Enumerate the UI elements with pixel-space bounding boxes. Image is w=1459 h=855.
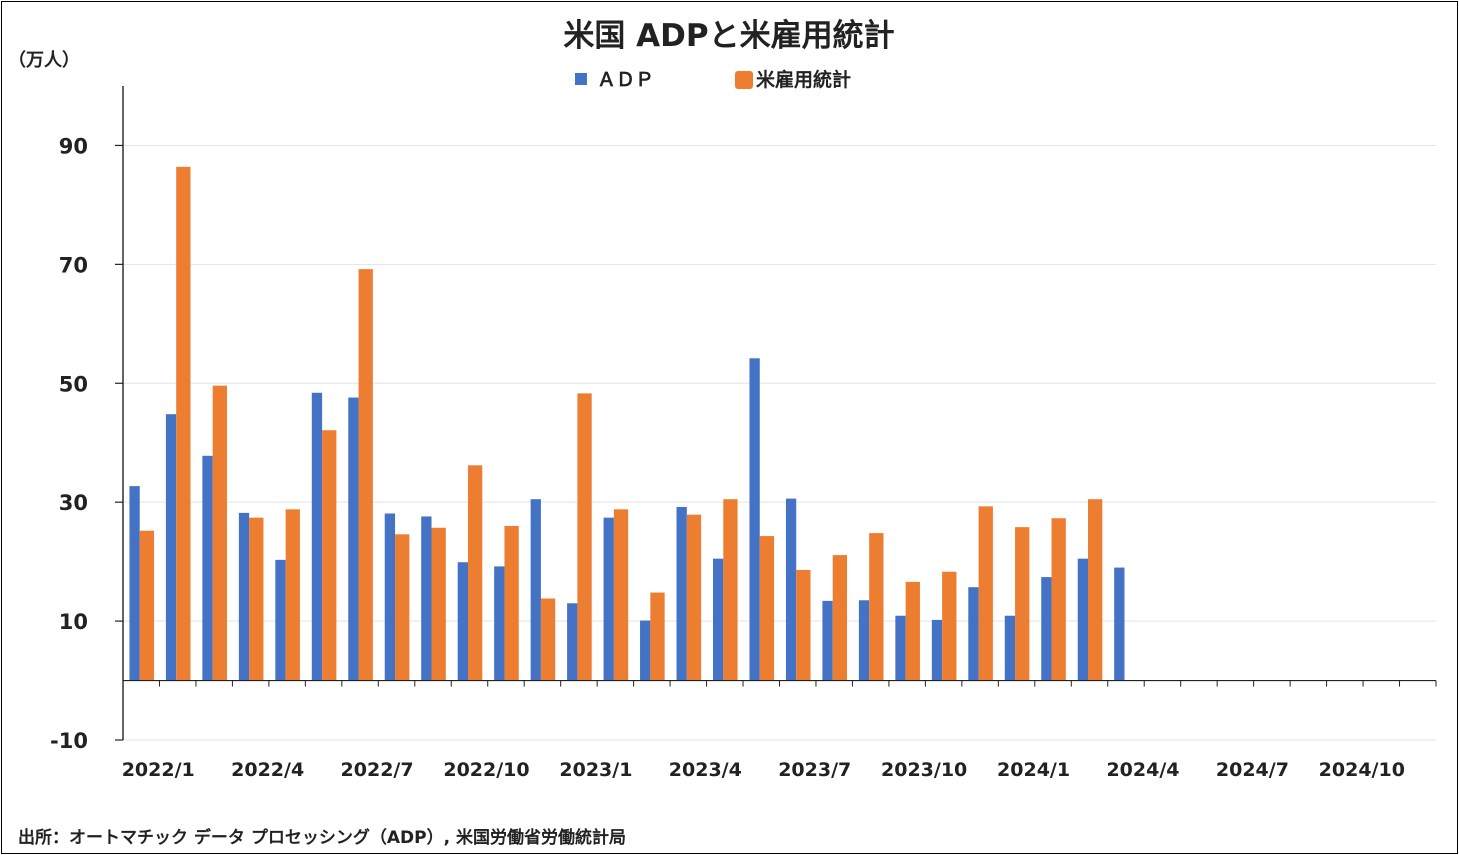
legend-swatch-adp [575, 73, 587, 85]
bar-employment [358, 269, 373, 681]
bar-employment [395, 534, 410, 681]
x-tick-label: 2022/10 [443, 759, 529, 781]
bar-adp [603, 517, 614, 681]
bar-adp [640, 620, 651, 681]
bar-employment [577, 393, 592, 681]
bar-adp [822, 600, 833, 681]
bar-adp [494, 566, 505, 681]
bar-adp [712, 558, 724, 681]
bar-employment [540, 598, 556, 681]
bar-employment [869, 533, 884, 681]
bar-adp [1077, 558, 1089, 681]
bar-adp [968, 587, 979, 681]
x-tick-label: 2023/1 [559, 759, 632, 781]
bars [129, 166, 1125, 681]
y-tick-label: -10 [50, 729, 88, 753]
bar-employment [942, 571, 957, 681]
bar-adp [785, 498, 797, 681]
bar-adp [931, 619, 943, 681]
x-tick-label: 2024/7 [1216, 759, 1289, 781]
bar-employment [467, 465, 483, 681]
bar-employment [176, 166, 191, 681]
bar-employment [796, 569, 811, 681]
x-tick-label: 2022/7 [341, 759, 414, 781]
chart-title: 米国 ADPと米雇用統計 [563, 18, 894, 54]
bar-adp [421, 516, 432, 681]
bar-adp [202, 455, 213, 681]
legend-label-adp: ＡＤＰ [597, 69, 654, 91]
bar-adp [1114, 567, 1125, 681]
bar-employment [1051, 518, 1066, 681]
bar-adp [457, 562, 468, 681]
bar-employment [212, 385, 227, 681]
x-tick-label: 2024/4 [1106, 759, 1179, 781]
axes [115, 86, 1437, 741]
source-note: 出所：オートマチック データ プロセッシング（ADP）, 米国労働省労働統計局 [18, 827, 626, 848]
bar-employment [249, 517, 264, 681]
y-axis-unit-label: （万人） [8, 50, 80, 71]
y-tick-label: 10 [59, 610, 88, 634]
bar-adp [858, 600, 870, 681]
bar-employment [686, 514, 702, 681]
bar-adp [348, 397, 359, 681]
bar-employment [139, 530, 155, 681]
bar-employment [723, 499, 738, 681]
bar-adp [567, 603, 578, 681]
y-tick-label: 70 [59, 253, 88, 277]
x-tick-label: 2022/4 [231, 759, 304, 781]
x-tick-label: 2022/1 [122, 759, 195, 781]
bar-employment [322, 430, 337, 681]
bar-employment [285, 509, 300, 681]
legend-label-employment: 米雇用統計 [756, 68, 851, 91]
bar-employment [431, 527, 446, 681]
bar-employment [759, 536, 775, 681]
bar-adp [275, 559, 286, 681]
bar-adp [238, 512, 250, 681]
bar-adp [895, 615, 906, 681]
y-tick-label: 30 [59, 491, 88, 515]
bar-employment [504, 525, 519, 681]
bar-adp [311, 392, 323, 681]
legend: ＡＤＰ 米雇用統計 [575, 68, 851, 91]
bar-adp [165, 414, 177, 681]
x-tick-label: 2023/4 [669, 759, 742, 781]
x-tick-label: 2023/10 [881, 759, 967, 781]
gridlines [123, 144, 1436, 741]
bar-adp [530, 499, 541, 681]
x-tick-labels: 2022/1 2022/4 2022/7 2022/10 2023/1 2023/4 202… [122, 759, 1405, 781]
bar-adp [749, 358, 760, 681]
bar-employment [613, 509, 629, 681]
bar-employment [978, 506, 993, 681]
legend-swatch-employment [735, 71, 753, 89]
y-tick-labels: 90 70 50 30 10 -10 [50, 134, 88, 753]
x-tick-label: 2024/10 [1319, 759, 1405, 781]
bar-adp [384, 513, 396, 681]
bar-employment [650, 592, 665, 681]
x-tick-label: 2023/7 [778, 759, 851, 781]
x-tick-label: 2024/1 [997, 759, 1070, 781]
bar-employment [1015, 527, 1030, 681]
bar-adp [1041, 577, 1052, 681]
bar-employment [905, 581, 920, 681]
y-tick-label: 50 [59, 372, 88, 396]
bar-employment [1088, 499, 1103, 681]
bar-adp [1004, 615, 1016, 681]
bar-adp [129, 486, 140, 681]
bar-employment [832, 555, 848, 681]
bar-adp [676, 506, 687, 681]
y-tick-label: 90 [59, 134, 88, 158]
